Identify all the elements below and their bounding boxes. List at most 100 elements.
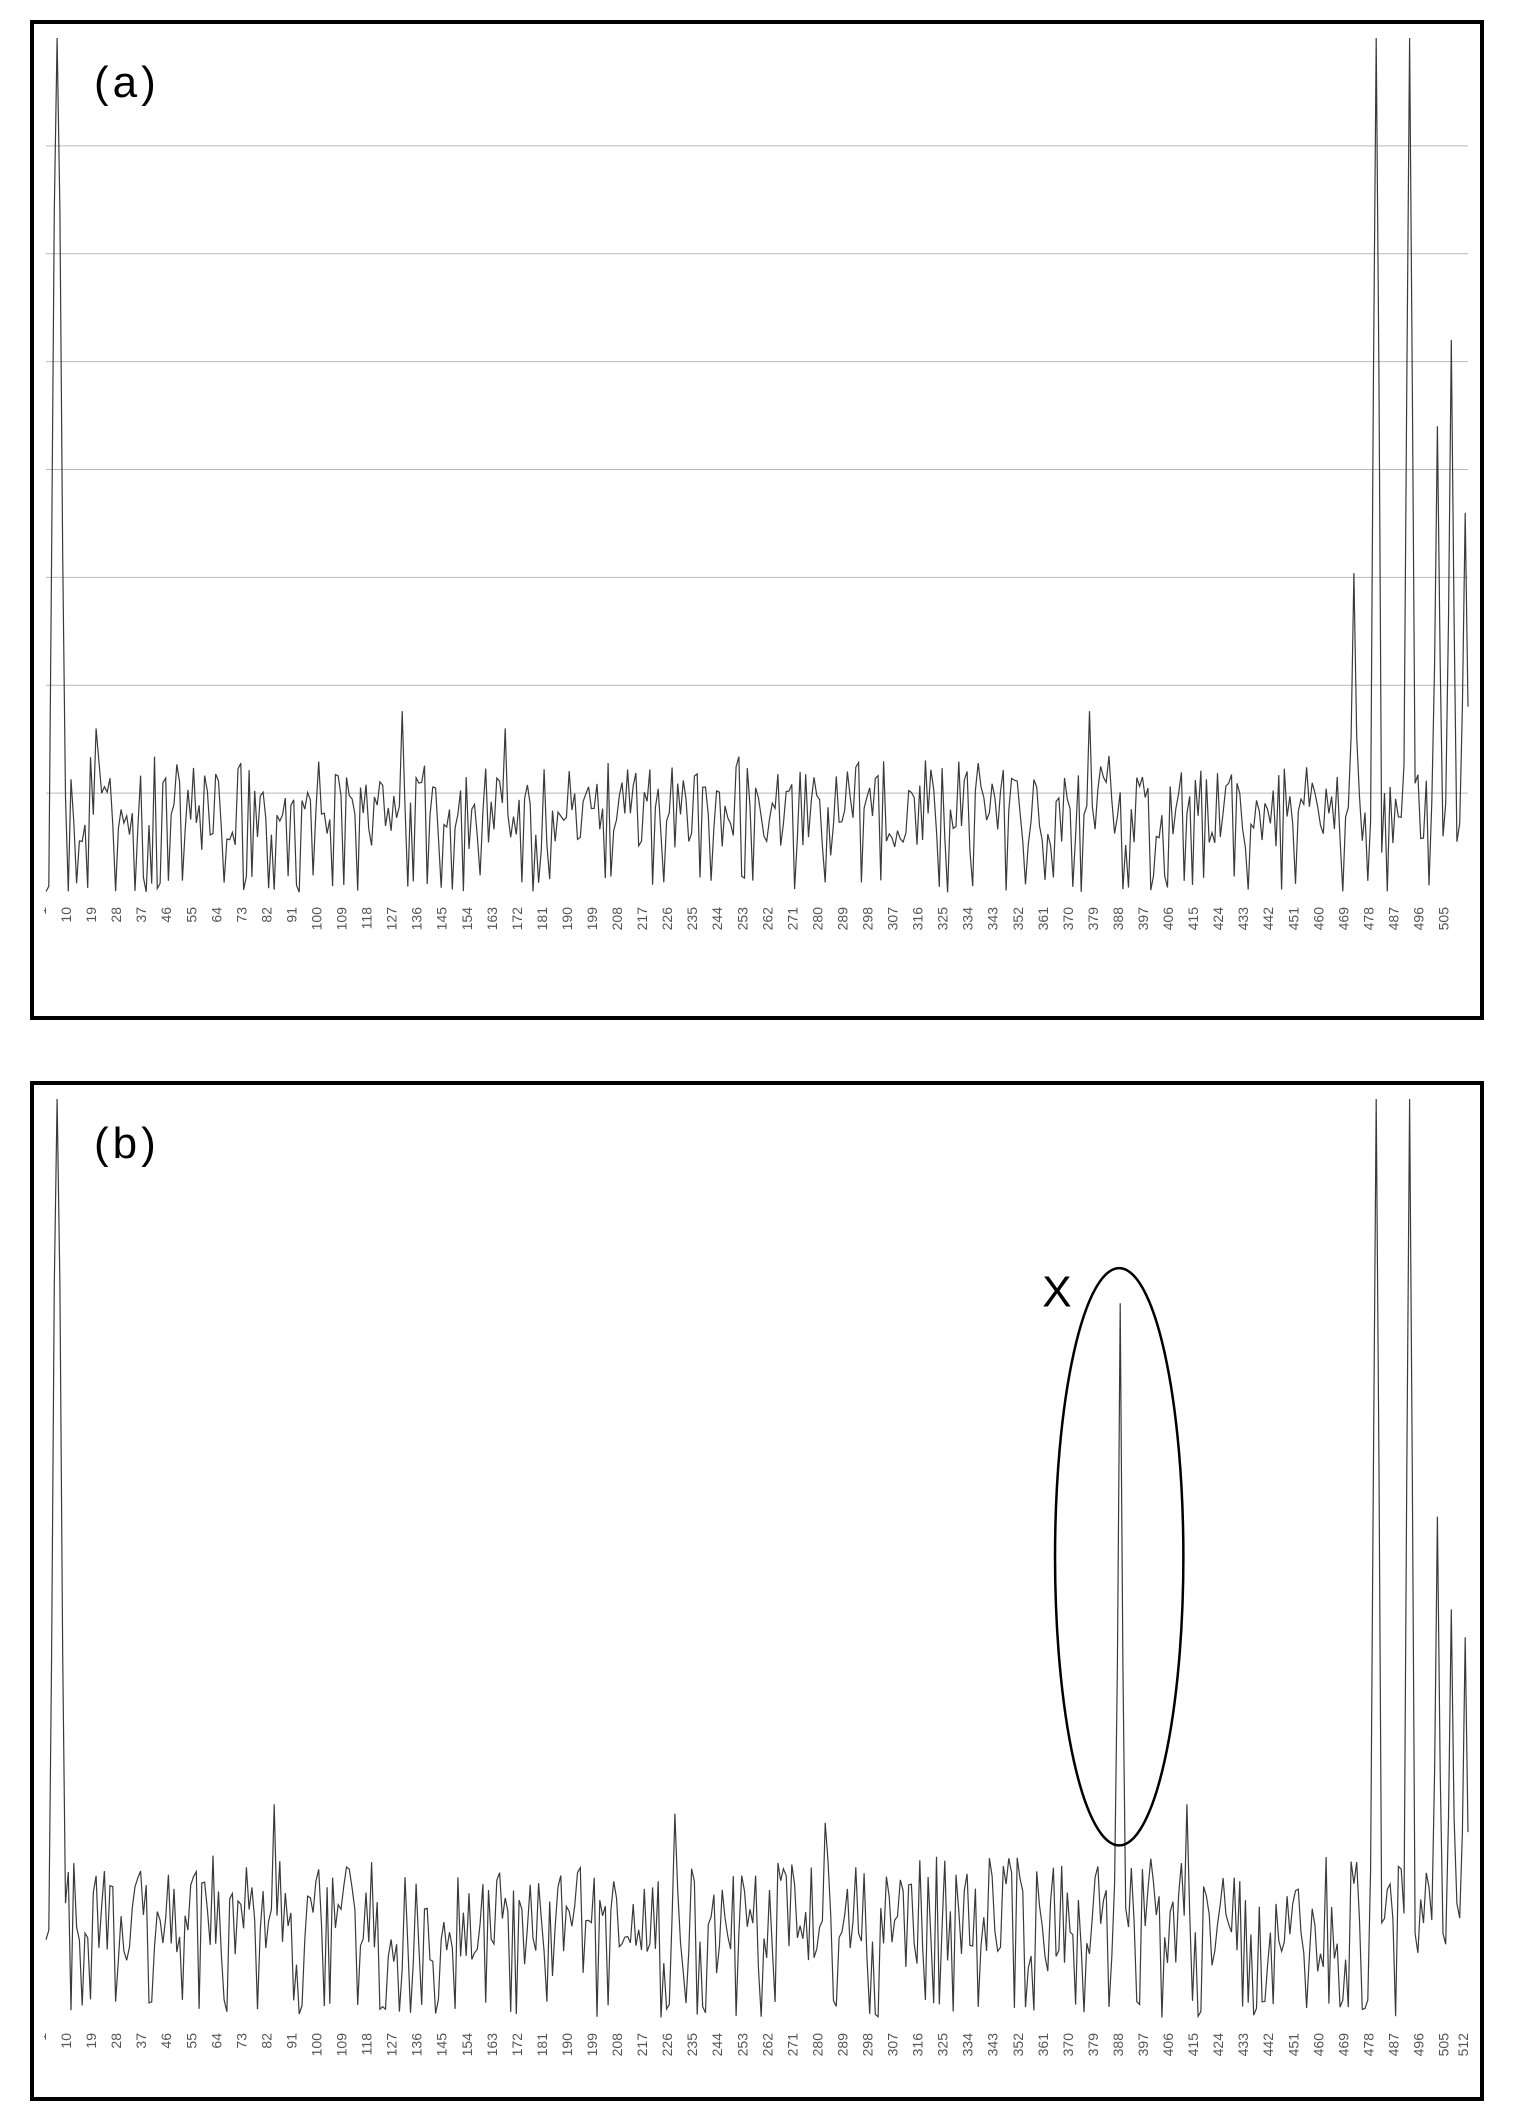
svg-text:289: 289 — [834, 907, 850, 931]
svg-text:127: 127 — [384, 2033, 400, 2057]
svg-text:307: 307 — [885, 2033, 901, 2057]
svg-text:217: 217 — [634, 907, 650, 931]
svg-text:388: 388 — [1110, 2033, 1126, 2057]
svg-text:154: 154 — [459, 2033, 475, 2057]
svg-text:262: 262 — [759, 2033, 775, 2057]
svg-text:478: 478 — [1360, 907, 1376, 931]
svg-text:271: 271 — [784, 2033, 800, 2057]
svg-text:244: 244 — [709, 2033, 725, 2057]
svg-text:154: 154 — [459, 907, 475, 931]
svg-text:343: 343 — [985, 907, 1001, 931]
svg-text:460: 460 — [1310, 2033, 1326, 2057]
svg-text:235: 235 — [684, 2033, 700, 2057]
svg-text:55: 55 — [183, 907, 199, 923]
svg-text:91: 91 — [283, 907, 299, 923]
panel-b-plot: 1 10 19 28 37 46 55 64 73 82 91 100 109 118 127 136 145 1… — [44, 1095, 1470, 2057]
svg-text:190: 190 — [559, 2033, 575, 2057]
svg-text:469: 469 — [1335, 2033, 1351, 2057]
svg-text:415: 415 — [1185, 907, 1201, 931]
svg-text:73: 73 — [233, 907, 249, 923]
svg-text:172: 172 — [509, 907, 525, 931]
svg-text:136: 136 — [409, 2033, 425, 2057]
svg-text:10: 10 — [58, 2033, 74, 2049]
svg-text:91: 91 — [283, 2033, 299, 2049]
svg-text:505: 505 — [1436, 907, 1452, 931]
svg-text:451: 451 — [1285, 2033, 1301, 2057]
svg-text:1: 1 — [44, 907, 49, 915]
svg-text:28: 28 — [108, 907, 124, 923]
figure-page: (a) 110192837465564738291100109118127136… — [0, 0, 1514, 2121]
svg-text:100: 100 — [308, 2033, 324, 2057]
svg-text:298: 298 — [859, 907, 875, 931]
svg-text:397: 397 — [1135, 2033, 1151, 2057]
svg-text:361: 361 — [1035, 2033, 1051, 2057]
svg-text:406: 406 — [1160, 907, 1176, 931]
svg-text:496: 496 — [1410, 2033, 1426, 2057]
svg-text:145: 145 — [434, 2033, 450, 2057]
svg-text:433: 433 — [1235, 907, 1251, 931]
svg-text:19: 19 — [83, 2033, 99, 2049]
svg-text:280: 280 — [809, 907, 825, 931]
svg-text:118: 118 — [359, 2033, 375, 2056]
svg-text:280: 280 — [809, 2033, 825, 2057]
svg-text:406: 406 — [1160, 2033, 1176, 2057]
svg-text:460: 460 — [1310, 907, 1326, 931]
svg-text:379: 379 — [1085, 907, 1101, 931]
svg-text:73: 73 — [233, 2033, 249, 2049]
svg-text:512: 512 — [1455, 2033, 1470, 2057]
svg-text:442: 442 — [1260, 2033, 1276, 2057]
svg-text:316: 316 — [910, 2033, 926, 2057]
svg-text:235: 235 — [684, 907, 700, 931]
panel-a: (a) 110192837465564738291100109118127136… — [30, 20, 1484, 1020]
svg-text:37: 37 — [133, 2033, 149, 2049]
svg-text:487: 487 — [1385, 907, 1401, 931]
svg-text:181: 181 — [534, 2033, 550, 2057]
svg-text:334: 334 — [960, 2033, 976, 2057]
svg-text:298: 298 — [859, 2033, 875, 2057]
panel-b: (b) 110192837465564738291100109118127136… — [30, 1081, 1484, 2101]
svg-text:370: 370 — [1060, 907, 1076, 931]
svg-text:325: 325 — [935, 907, 951, 931]
svg-text:199: 199 — [584, 2033, 600, 2057]
svg-text:226: 226 — [659, 907, 675, 931]
svg-text:226: 226 — [659, 2033, 675, 2057]
svg-text:496: 496 — [1410, 907, 1426, 931]
svg-text:388: 388 — [1110, 907, 1126, 931]
svg-text:370: 370 — [1060, 2033, 1076, 2057]
svg-text:19: 19 — [83, 907, 99, 923]
svg-text:397: 397 — [1135, 907, 1151, 931]
svg-text:145: 145 — [434, 907, 450, 931]
svg-text:271: 271 — [784, 907, 800, 931]
svg-text:424: 424 — [1210, 907, 1226, 931]
svg-text:217: 217 — [634, 2033, 650, 2057]
svg-text:190: 190 — [559, 907, 575, 931]
panel-a-plot: 1101928374655647382911001091181271361451… — [44, 34, 1470, 956]
svg-text:1: 1 — [44, 2033, 49, 2041]
svg-text:199: 199 — [584, 907, 600, 931]
svg-text:469: 469 — [1335, 907, 1351, 931]
svg-text:208: 208 — [609, 2033, 625, 2057]
svg-text:442: 442 — [1260, 907, 1276, 931]
svg-text:334: 334 — [960, 907, 976, 931]
svg-text:451: 451 — [1285, 907, 1301, 931]
svg-text:172: 172 — [509, 2033, 525, 2057]
svg-text:100: 100 — [308, 907, 324, 931]
svg-text:64: 64 — [208, 2033, 224, 2049]
svg-text:361: 361 — [1035, 907, 1051, 931]
svg-text:28: 28 — [108, 2033, 124, 2049]
svg-text:262: 262 — [759, 907, 775, 931]
svg-text:46: 46 — [158, 2033, 174, 2049]
svg-text:415: 415 — [1185, 2033, 1201, 2057]
svg-text:478: 478 — [1360, 2033, 1376, 2057]
svg-text:253: 253 — [734, 2033, 750, 2057]
svg-text:127: 127 — [384, 907, 400, 931]
svg-text:82: 82 — [258, 907, 274, 923]
svg-text:10: 10 — [58, 907, 74, 923]
svg-text:244: 244 — [709, 907, 725, 931]
svg-text:55: 55 — [183, 2033, 199, 2049]
svg-text:136: 136 — [409, 907, 425, 931]
svg-text:109: 109 — [334, 2033, 350, 2057]
svg-text:505: 505 — [1436, 2033, 1452, 2057]
svg-text:82: 82 — [258, 2033, 274, 2049]
annotation-label: X — [1042, 1268, 1071, 1317]
